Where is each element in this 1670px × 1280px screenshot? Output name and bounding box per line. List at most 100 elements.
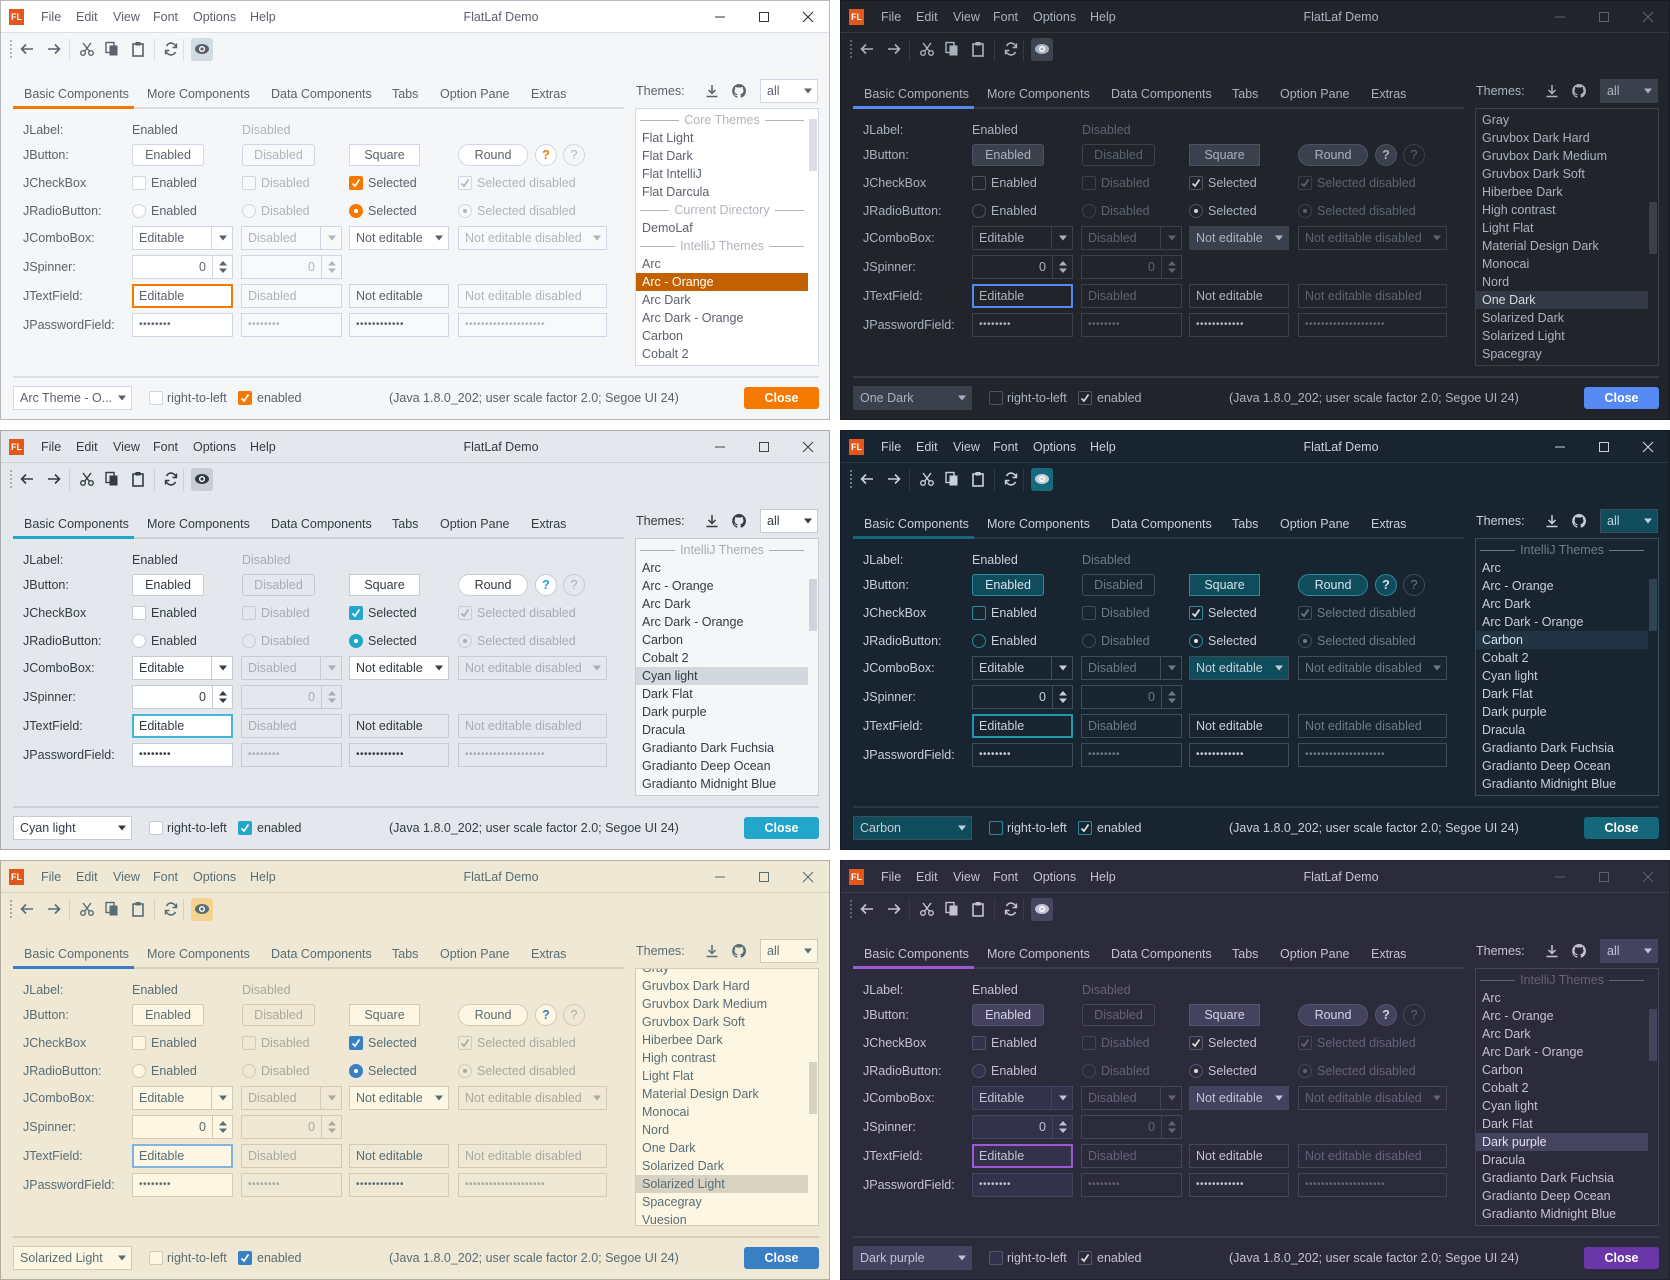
cut-icon[interactable] [917, 469, 937, 489]
radio-label[interactable]: Selected [368, 1064, 417, 1078]
tab-basic-components[interactable]: Basic Components [864, 87, 969, 101]
cut-icon[interactable] [917, 39, 937, 59]
menu-view[interactable]: View [113, 10, 140, 24]
not-editable-password-field[interactable]: •••••••••••• [1189, 313, 1289, 337]
radio-label[interactable]: Selected [368, 204, 417, 218]
forward-icon[interactable] [44, 899, 64, 919]
back-icon[interactable] [17, 469, 37, 489]
tab-extras[interactable]: Extras [1371, 87, 1407, 101]
tab-extras[interactable]: Extras [531, 947, 567, 961]
theme-list-item[interactable]: Arc [642, 561, 661, 575]
copy-icon[interactable] [942, 39, 962, 59]
theme-list-item[interactable]: Arc [642, 257, 661, 271]
help-button[interactable]: ? [1375, 144, 1397, 166]
list-scrollbar-thumb[interactable] [809, 119, 817, 171]
enabled-label[interactable]: enabled [257, 1251, 302, 1265]
spinner[interactable]: 0 [132, 685, 233, 709]
copy-icon[interactable] [942, 469, 962, 489]
radio-label[interactable]: Enabled [991, 204, 1037, 218]
close-window-icon[interactable] [1637, 436, 1659, 458]
menu-edit[interactable]: Edit [76, 10, 98, 24]
enabled-label[interactable]: enabled [257, 391, 302, 405]
download-icon[interactable] [704, 943, 720, 959]
menu-view[interactable]: View [953, 440, 980, 454]
not-editable-text-field[interactable]: Not editable [349, 1144, 449, 1168]
tab-basic-components[interactable]: Basic Components [24, 517, 129, 531]
theme-list-item[interactable]: Dark Flat [642, 687, 693, 701]
tab-extras[interactable]: Extras [1371, 947, 1407, 961]
list-scrollbar[interactable] [808, 109, 818, 365]
spinner[interactable]: 0 [972, 1115, 1073, 1139]
checkbox-e[interactable] [972, 1036, 986, 1050]
theme-selector-combo[interactable]: Carbon [853, 816, 972, 840]
inspector-toggle-button[interactable] [1031, 38, 1053, 61]
paste-icon[interactable] [128, 39, 148, 59]
maximize-icon[interactable] [1593, 866, 1615, 888]
theme-list-item[interactable]: Arc Dark - Orange [642, 311, 744, 325]
tab-data-components[interactable]: Data Components [271, 947, 372, 961]
right-to-left-checkbox[interactable] [149, 821, 163, 835]
tab-basic-components[interactable]: Basic Components [24, 87, 129, 101]
theme-list-item[interactable]: Arc Dark [642, 293, 691, 307]
editable-combo[interactable]: Editable [132, 656, 233, 680]
round-button[interactable]: Round [1298, 574, 1368, 596]
theme-selector-combo[interactable]: Solarized Light [13, 1246, 132, 1270]
radio-e[interactable] [132, 1064, 146, 1078]
chevron-down-icon[interactable] [799, 82, 817, 100]
checkbox-e[interactable] [132, 1036, 146, 1050]
tab-more-components[interactable]: More Components [147, 517, 250, 531]
theme-list-item[interactable]: Material Design Dark [1482, 239, 1599, 253]
tab-extras[interactable]: Extras [531, 517, 567, 531]
theme-selector-combo[interactable]: Cyan light [13, 816, 132, 840]
theme-list-item[interactable]: Carbon [642, 633, 683, 647]
minimize-icon[interactable] [709, 436, 731, 458]
theme-list-item[interactable]: Spacegray [642, 1195, 702, 1209]
not-editable-text-field[interactable]: Not editable [349, 714, 449, 738]
list-scrollbar[interactable] [1648, 969, 1658, 1225]
checkbox-label[interactable]: Enabled [991, 176, 1037, 190]
not-editable-combo[interactable]: Not editable [349, 226, 449, 250]
menu-font[interactable]: Font [993, 870, 1019, 884]
refresh-icon[interactable] [161, 39, 181, 59]
theme-list-item[interactable]: Arc Dark - Orange [1482, 1045, 1584, 1059]
tab-data-components[interactable]: Data Components [271, 87, 372, 101]
themes-filter-combo[interactable]: all [1600, 79, 1658, 103]
editable-combo[interactable]: Editable [972, 226, 1073, 250]
theme-list-item[interactable]: Gradianto Midnight Blue [1482, 777, 1617, 791]
theme-list-item[interactable]: Flat Dark [642, 149, 693, 163]
editable-text-field[interactable]: Editable [972, 284, 1073, 308]
tab-basic-components[interactable]: Basic Components [864, 517, 969, 531]
menu-file[interactable]: File [881, 10, 902, 24]
themes-filter-combo[interactable]: all [760, 79, 818, 103]
theme-list-item[interactable]: Gray [1482, 113, 1510, 127]
theme-list-item[interactable]: Arc Dark [1482, 597, 1531, 611]
theme-list-item[interactable]: Dark purple [642, 705, 707, 719]
round-button[interactable]: Round [458, 144, 528, 166]
theme-list-item[interactable]: Solarized Light [1482, 329, 1565, 343]
password-field[interactable]: •••••••• [972, 743, 1073, 767]
chevron-down-icon[interactable] [799, 942, 817, 960]
github-icon[interactable] [730, 513, 748, 529]
menu-options[interactable]: Options [193, 10, 237, 24]
inspector-toggle-button[interactable] [191, 38, 213, 61]
spinner-value[interactable]: 0 [199, 1120, 206, 1134]
minimize-icon[interactable] [1549, 436, 1571, 458]
theme-list-item[interactable]: Arc - Orange [636, 273, 808, 291]
square-button[interactable]: Square [1189, 574, 1260, 596]
checkbox-s[interactable] [1189, 1036, 1203, 1050]
menu-file[interactable]: File [41, 870, 62, 884]
enabled-label[interactable]: enabled [1097, 1251, 1142, 1265]
enabled-button[interactable]: Enabled [132, 1004, 204, 1026]
chevron-down-icon[interactable] [1270, 659, 1288, 677]
help-button[interactable]: ? [1375, 1004, 1397, 1026]
inspector-toggle-button[interactable] [191, 468, 213, 491]
tab-more-components[interactable]: More Components [987, 87, 1090, 101]
menu-help[interactable]: Help [1090, 440, 1116, 454]
checkbox-e[interactable] [132, 176, 146, 190]
themes-list[interactable]: IntelliJ Themes Arc Arc - Orange Arc Dark Ar… [635, 538, 819, 796]
menu-options[interactable]: Options [193, 870, 237, 884]
theme-list-item[interactable]: High contrast [642, 1051, 716, 1065]
theme-list-item[interactable]: Carbon [1476, 631, 1648, 649]
checkbox-label[interactable]: Selected [1208, 176, 1257, 190]
copy-icon[interactable] [102, 899, 122, 919]
